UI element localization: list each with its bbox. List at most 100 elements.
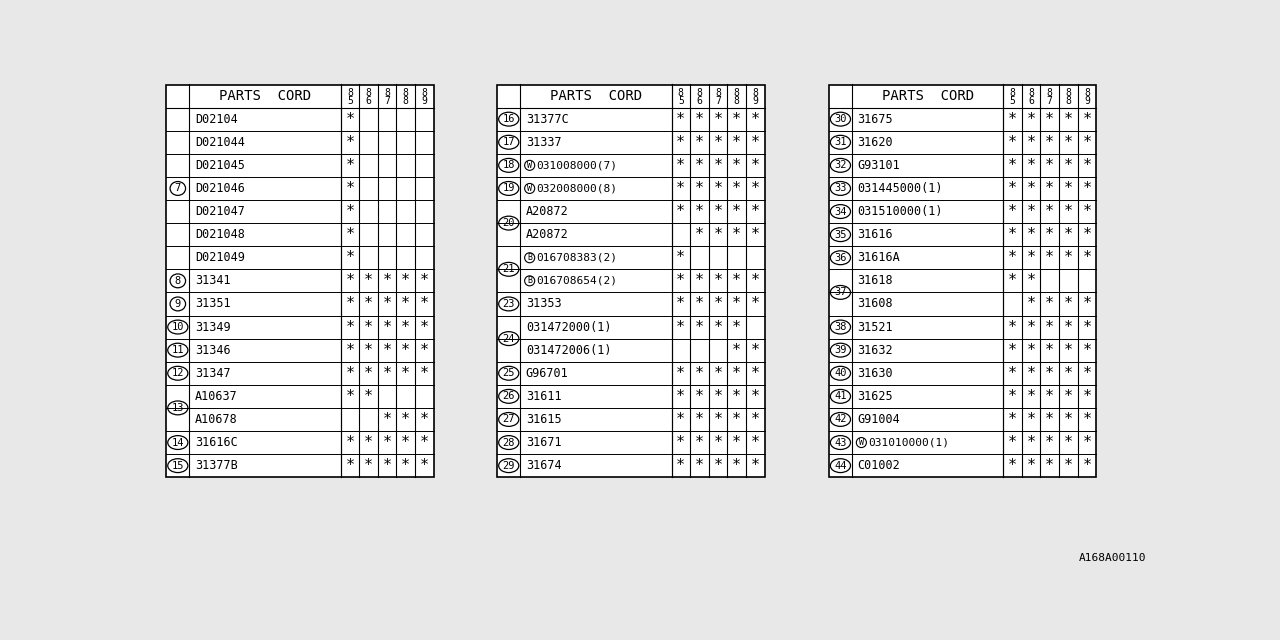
Text: 5: 5 [1010,95,1015,106]
Text: 31615: 31615 [526,413,562,426]
Text: 8: 8 [174,276,180,286]
Text: *: * [401,435,410,450]
Text: *: * [1083,158,1092,173]
Text: *: * [1007,204,1018,219]
Text: 8: 8 [403,88,408,98]
Text: 44: 44 [835,461,846,470]
Text: *: * [1083,435,1092,450]
Text: *: * [732,342,741,358]
Text: *: * [1064,111,1073,127]
Text: G96701: G96701 [526,367,568,380]
Text: *: * [1027,435,1036,450]
Text: 10: 10 [172,322,184,332]
Text: *: * [695,273,704,289]
Text: 23: 23 [503,299,515,309]
Text: *: * [1064,227,1073,242]
Text: 31671: 31671 [526,436,562,449]
Text: *: * [383,296,392,312]
Text: *: * [1083,227,1092,242]
Text: D02104: D02104 [195,113,238,125]
Text: D021046: D021046 [195,182,244,195]
Text: *: * [676,389,685,404]
Text: D021045: D021045 [195,159,244,172]
Text: *: * [732,227,741,242]
Text: *: * [1027,365,1036,381]
Text: *: * [695,319,704,335]
Text: *: * [676,458,685,473]
Text: *: * [1007,158,1018,173]
Text: *: * [401,412,410,427]
Text: 031010000(1): 031010000(1) [868,438,950,447]
Text: *: * [420,458,429,473]
Text: *: * [750,227,760,242]
Text: *: * [695,204,704,219]
Text: *: * [676,273,685,289]
Text: *: * [383,365,392,381]
Text: 016708383(2): 016708383(2) [536,253,618,263]
Text: *: * [676,319,685,335]
Text: 24: 24 [503,333,515,344]
Text: 31674: 31674 [526,459,562,472]
Text: *: * [364,296,372,312]
Text: 032008000(8): 032008000(8) [536,184,618,193]
Text: 031008000(7): 031008000(7) [536,161,618,170]
Text: 42: 42 [835,415,846,424]
Text: *: * [1083,204,1092,219]
Text: W: W [527,184,532,193]
Text: 28: 28 [503,438,515,447]
Text: *: * [695,227,704,242]
Text: *: * [1064,412,1073,427]
Text: *: * [732,158,741,173]
Text: *: * [346,181,355,196]
Text: *: * [713,319,723,335]
Text: *: * [346,435,355,450]
Text: *: * [1007,111,1018,127]
Text: *: * [713,204,723,219]
Text: *: * [1046,435,1055,450]
Text: *: * [1064,389,1073,404]
Text: 30: 30 [835,114,846,124]
Text: *: * [364,458,372,473]
Text: *: * [1064,365,1073,381]
Text: *: * [695,111,704,127]
Text: 20: 20 [503,218,515,228]
Text: *: * [713,181,723,196]
Text: *: * [364,273,372,289]
Text: *: * [1007,412,1018,427]
Text: *: * [364,389,372,404]
Text: *: * [1027,273,1036,289]
Text: *: * [713,435,723,450]
Text: *: * [420,342,429,358]
Text: 8: 8 [1065,95,1071,106]
Text: *: * [346,135,355,150]
Text: 31675: 31675 [858,113,893,125]
Text: *: * [401,365,410,381]
Text: *: * [676,412,685,427]
Text: *: * [1064,296,1073,312]
Bar [497,84,764,477]
Text: 31341: 31341 [195,275,230,287]
Text: C01002: C01002 [858,459,900,472]
Text: 12: 12 [172,368,184,378]
Text: 33: 33 [835,184,846,193]
Text: 6: 6 [696,95,703,106]
Text: *: * [676,365,685,381]
Text: *: * [732,389,741,404]
Text: 37: 37 [835,287,846,298]
Text: *: * [1064,181,1073,196]
Text: 31377C: 31377C [526,113,568,125]
Text: *: * [695,458,704,473]
Text: 31351: 31351 [195,298,230,310]
Text: 18: 18 [503,161,515,170]
Text: 11: 11 [172,345,184,355]
Text: *: * [750,296,760,312]
Text: *: * [1083,181,1092,196]
Text: 8: 8 [384,88,390,98]
Text: *: * [1083,135,1092,150]
Text: 31611: 31611 [526,390,562,403]
Text: *: * [750,435,760,450]
Text: *: * [1046,458,1055,473]
Text: *: * [695,365,704,381]
Text: 31625: 31625 [858,390,893,403]
Text: *: * [346,365,355,381]
